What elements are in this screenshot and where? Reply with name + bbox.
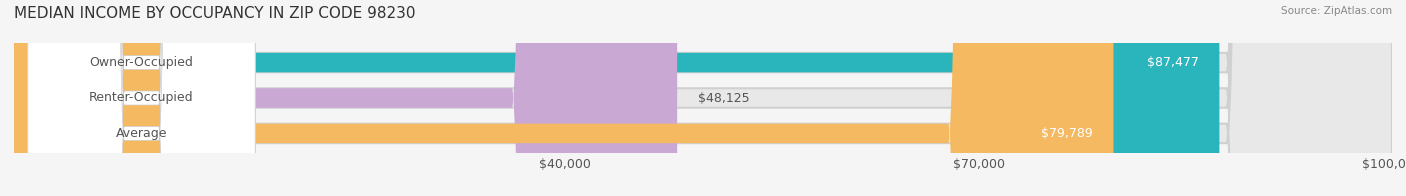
FancyBboxPatch shape — [14, 0, 1392, 196]
FancyBboxPatch shape — [28, 0, 256, 196]
Text: $87,477: $87,477 — [1147, 56, 1199, 69]
Text: Owner-Occupied: Owner-Occupied — [90, 56, 194, 69]
FancyBboxPatch shape — [14, 0, 678, 196]
FancyBboxPatch shape — [28, 0, 256, 196]
Text: $79,789: $79,789 — [1040, 127, 1092, 140]
FancyBboxPatch shape — [14, 0, 1114, 196]
Text: Renter-Occupied: Renter-Occupied — [89, 92, 194, 104]
FancyBboxPatch shape — [28, 0, 256, 196]
Text: Average: Average — [115, 127, 167, 140]
Text: MEDIAN INCOME BY OCCUPANCY IN ZIP CODE 98230: MEDIAN INCOME BY OCCUPANCY IN ZIP CODE 9… — [14, 6, 416, 21]
FancyBboxPatch shape — [14, 0, 1392, 196]
FancyBboxPatch shape — [14, 0, 1219, 196]
Text: Source: ZipAtlas.com: Source: ZipAtlas.com — [1281, 6, 1392, 16]
FancyBboxPatch shape — [14, 0, 1392, 196]
Text: $48,125: $48,125 — [697, 92, 749, 104]
